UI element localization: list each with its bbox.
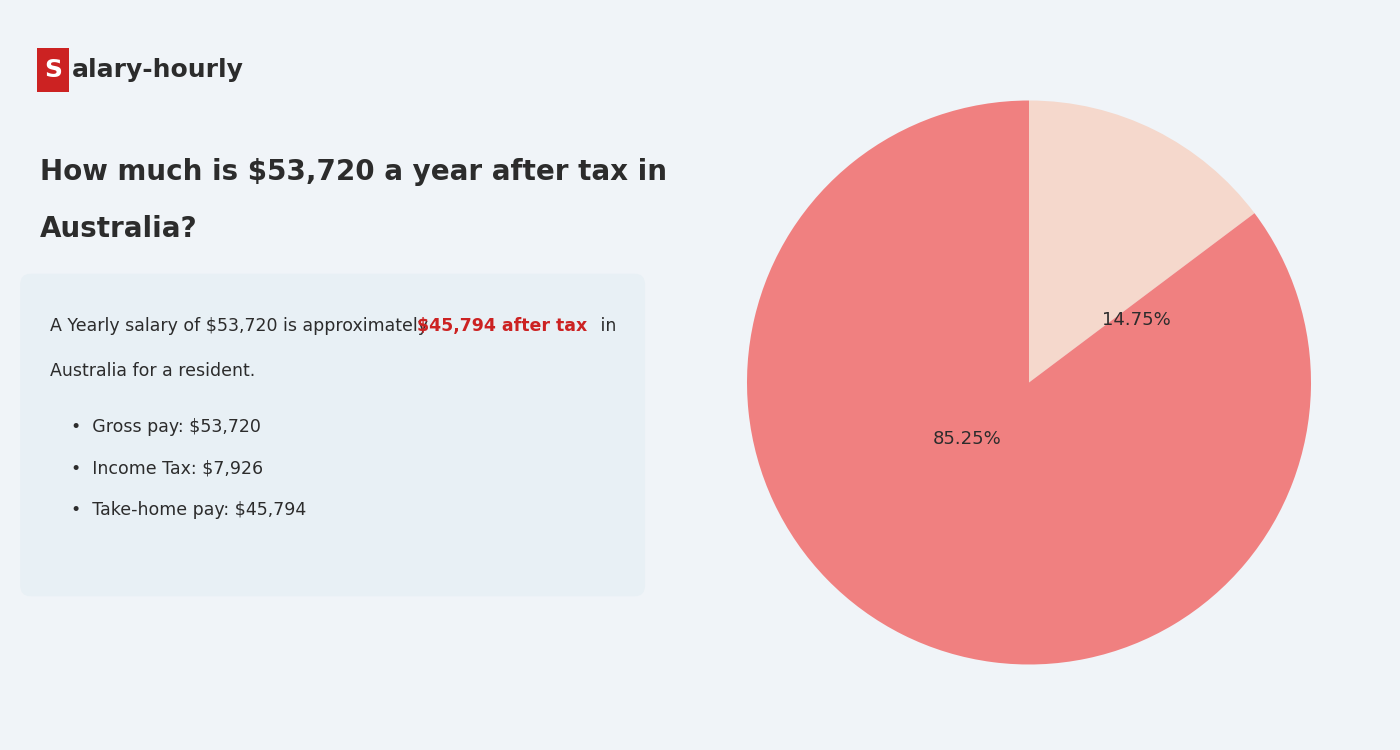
FancyBboxPatch shape (36, 48, 69, 92)
Text: •  Gross pay: $53,720: • Gross pay: $53,720 (70, 419, 260, 436)
Text: •  Take-home pay: $45,794: • Take-home pay: $45,794 (70, 501, 305, 519)
Text: How much is $53,720 a year after tax in: How much is $53,720 a year after tax in (41, 158, 668, 187)
Wedge shape (748, 100, 1310, 664)
Text: alary-hourly: alary-hourly (71, 58, 244, 82)
Text: $45,794 after tax: $45,794 after tax (417, 317, 587, 335)
Text: in: in (595, 317, 616, 335)
Text: Australia?: Australia? (41, 214, 197, 243)
Text: A Yearly salary of $53,720 is approximately: A Yearly salary of $53,720 is approximat… (50, 317, 434, 335)
Wedge shape (1029, 100, 1254, 382)
Text: S: S (43, 58, 62, 82)
Text: 85.25%: 85.25% (932, 430, 1001, 448)
FancyBboxPatch shape (20, 274, 645, 596)
Text: Australia for a resident.: Australia for a resident. (50, 362, 256, 380)
Text: 14.75%: 14.75% (1102, 311, 1170, 329)
Text: •  Income Tax: $7,926: • Income Tax: $7,926 (70, 460, 263, 478)
